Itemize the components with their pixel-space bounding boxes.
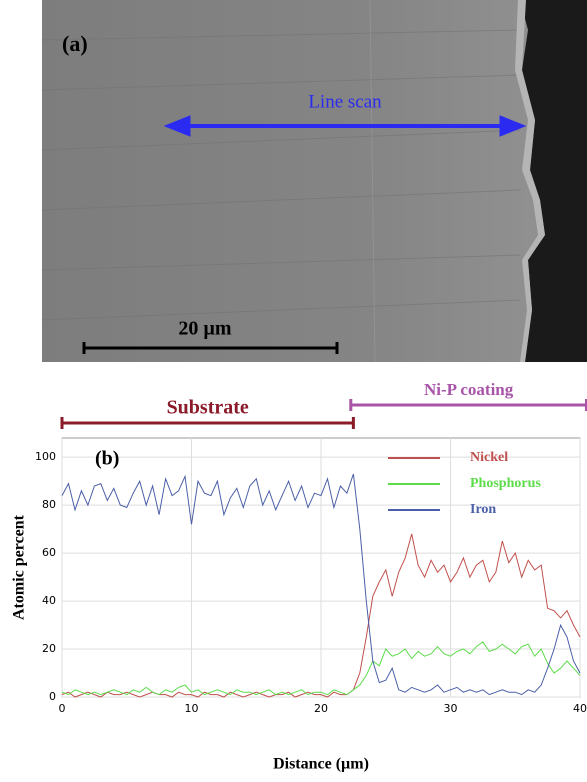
- series-line: [61, 533, 581, 698]
- y-tick-label: 20: [42, 642, 56, 655]
- x-tick-label: 20: [314, 702, 328, 715]
- y-tick-label: 100: [35, 450, 56, 463]
- scale-bar-label: 20 µm: [178, 318, 232, 340]
- x-tick-label: 10: [185, 702, 199, 715]
- legend-label: Nickel: [470, 450, 508, 465]
- panel-label: (b): [95, 448, 119, 470]
- region-label: Ni-P coating: [424, 380, 514, 399]
- chart: 0 20 40 60 80 100 0 10 20 30 40 Distance (µm) Atomic…: [11, 380, 587, 773]
- panel-label: (a): [62, 31, 88, 56]
- series-line: [61, 473, 581, 696]
- region-label: Substrate: [167, 397, 249, 419]
- x-tick-label: 40: [573, 702, 587, 715]
- legend-label: Iron: [470, 502, 496, 517]
- y-tick-label: 60: [42, 546, 56, 559]
- scale-bar: [82, 342, 339, 354]
- line-scan-arrow: [163, 115, 527, 137]
- sem-image: [41, 0, 587, 363]
- y-tick-label: 40: [42, 594, 56, 607]
- series-line: [61, 641, 581, 696]
- region-bracket: [349, 399, 587, 411]
- legend-label: Phosphorus: [470, 476, 541, 491]
- x-tick-label: 30: [444, 702, 458, 715]
- x-tick-label: 0: [59, 702, 66, 715]
- y-tick-label: 80: [42, 498, 56, 511]
- y-axis-label: Atomic percent: [11, 514, 28, 620]
- region-bracket: [60, 417, 355, 429]
- line-scan-label: Line scan: [308, 91, 382, 112]
- y-tick-label: 0: [49, 690, 56, 703]
- x-axis-label: Distance (µm): [273, 756, 369, 773]
